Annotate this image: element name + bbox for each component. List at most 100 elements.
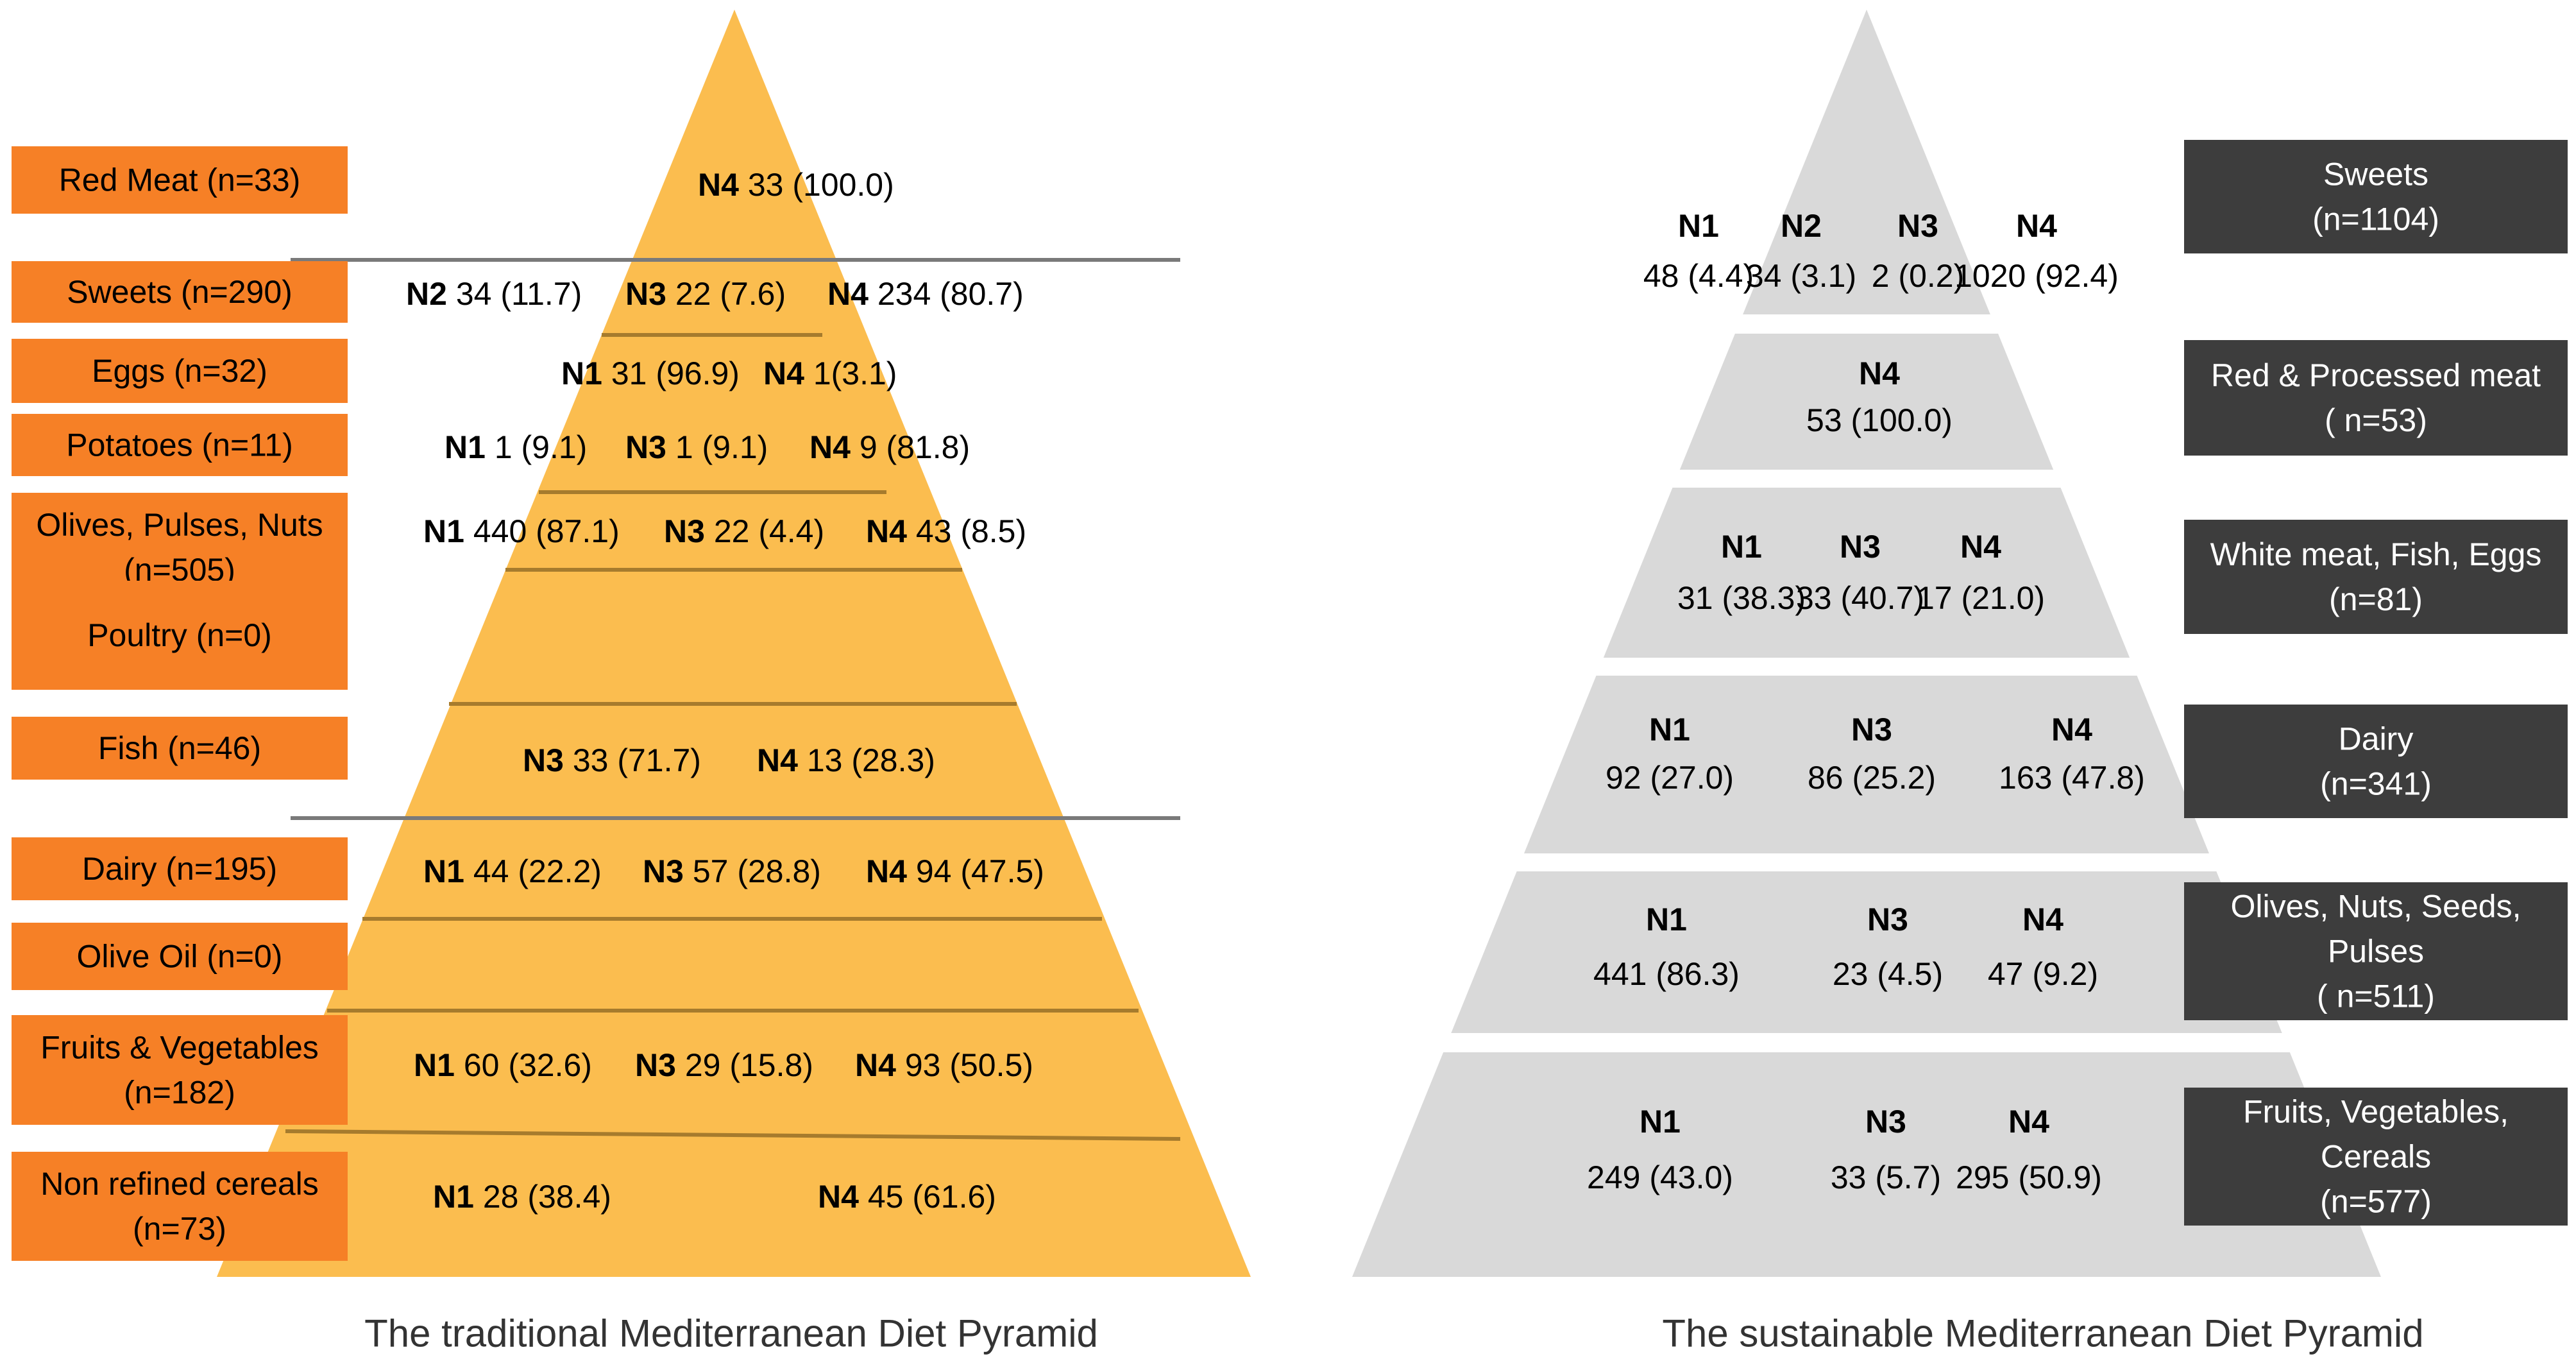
- traditional-label-line: Olive Oil (n=0): [77, 939, 283, 975]
- level-code: N1: [561, 355, 602, 391]
- sustainable-level-value: 249 (43.0): [1587, 1159, 1733, 1195]
- level-value: 45 (61.6): [868, 1179, 996, 1215]
- traditional-label-line: (n=73): [133, 1211, 226, 1247]
- level-code: N1: [445, 429, 486, 465]
- traditional-label-line: Poultry (n=0): [87, 617, 272, 653]
- sustainable-tier-shape: [1524, 676, 2209, 853]
- sustainable-tier: [2184, 882, 2568, 1020]
- traditional-entry: N4 93 (50.5): [855, 1047, 1033, 1083]
- sustainable-label-line: ( n=511): [2317, 979, 2435, 1014]
- sustainable-level-value: 1020 (92.4): [1954, 258, 2119, 294]
- traditional-entry: N1 44 (22.2): [423, 853, 602, 889]
- level-value: 94 (47.5): [916, 853, 1044, 889]
- sustainable-label-box: [2184, 520, 2568, 634]
- sustainable-tier: [2184, 140, 2568, 253]
- level-code: N4: [866, 513, 907, 549]
- traditional-label-line: Dairy (n=195): [82, 851, 277, 887]
- traditional-entry: N1 1 (9.1): [445, 429, 587, 465]
- traditional-label-line: Red Meat (n=33): [59, 162, 301, 198]
- traditional-entry: N4 43 (8.5): [866, 513, 1026, 549]
- level-code: N1: [433, 1179, 474, 1215]
- traditional-entry: N3 1 (9.1): [625, 429, 768, 465]
- sustainable-level-value: 23 (4.5): [1833, 956, 1943, 992]
- traditional-label-line: Olives, Pulses, Nuts: [36, 507, 323, 543]
- sustainable-label-line: ( n=53): [2325, 402, 2427, 438]
- level-code: N4: [763, 355, 804, 391]
- sustainable-level-value: 53 (100.0): [1806, 402, 1953, 438]
- level-code: N3: [523, 742, 564, 778]
- sustainable-tier-shape: [1743, 10, 1990, 314]
- sustainable-tier: [2184, 340, 2568, 456]
- traditional-entry: N3 33 (71.7): [523, 742, 701, 778]
- level-value: 33 (71.7): [573, 742, 701, 778]
- traditional-label-line: Sweets (n=290): [67, 274, 292, 310]
- traditional-entry: N1 440 (87.1): [423, 513, 620, 549]
- traditional-row: [12, 837, 348, 900]
- sustainable-level-code: N3: [1867, 902, 1908, 937]
- level-value: 28 (38.4): [483, 1179, 611, 1215]
- traditional-entry: N4 234 (80.7): [827, 276, 1024, 312]
- sustainable-level-value: 33 (5.7): [1831, 1159, 1941, 1195]
- traditional-label-line: Eggs (n=32): [92, 353, 267, 389]
- level-value: 9 (81.8): [860, 429, 970, 465]
- level-code: N3: [664, 513, 705, 549]
- level-code: N4: [866, 853, 907, 889]
- traditional-row: [12, 581, 348, 690]
- level-value: 22 (7.6): [675, 276, 786, 312]
- sustainable-label-line: (n=577): [2320, 1184, 2432, 1220]
- sustainable-label-line: Fruits, Vegetables,: [2243, 1094, 2509, 1130]
- sustainable-label-line: Dairy: [2339, 721, 2414, 757]
- level-value: 29 (15.8): [685, 1047, 813, 1083]
- sustainable-level-code: N4: [2008, 1104, 2049, 1140]
- traditional-label-box: [12, 837, 348, 900]
- traditional-entry: N4 13 (28.3): [757, 742, 935, 778]
- sustainable-label-box: [2184, 882, 2568, 1020]
- level-code: N3: [643, 853, 684, 889]
- traditional-label-box: [12, 1015, 348, 1125]
- sustainable-level-code: N1: [1640, 1104, 1681, 1140]
- sustainable-level-code: N1: [1721, 529, 1762, 565]
- sustainable-level-code: N3: [1897, 208, 1938, 244]
- sustainable-label-line: (n=341): [2320, 766, 2432, 802]
- level-code: N4: [818, 1179, 859, 1215]
- traditional-label-box: [12, 414, 348, 476]
- level-code: N3: [625, 429, 666, 465]
- level-value: 93 (50.5): [905, 1047, 1033, 1083]
- sustainable-label-line: (n=1104): [2312, 201, 2439, 237]
- sustainable-tier: [2184, 520, 2568, 634]
- level-code: N1: [414, 1047, 455, 1083]
- level-value: 1 (9.1): [495, 429, 588, 465]
- level-code: N3: [635, 1047, 676, 1083]
- traditional-label-box: [12, 923, 348, 990]
- sustainable-pyramid-title: The sustainable Mediterranean Diet Pyram…: [1662, 1312, 2423, 1355]
- sustainable-tier-shape: [1603, 488, 2130, 658]
- sustainable-label-line: Pulses: [2328, 934, 2424, 970]
- sustainable-label-box: [2184, 140, 2568, 253]
- traditional-entry: N4 45 (61.6): [818, 1179, 996, 1215]
- level-value: 60 (32.6): [464, 1047, 592, 1083]
- level-code: N4: [809, 429, 851, 465]
- traditional-label-line: Fruits & Vegetables: [40, 1030, 319, 1066]
- traditional-entry: N1 28 (38.4): [433, 1179, 611, 1215]
- traditional-entry: N2 34 (11.7): [406, 276, 582, 312]
- level-value: 13 (28.3): [807, 742, 935, 778]
- level-value: 31 (96.9): [611, 355, 740, 391]
- sustainable-level-value: 48 (4.4): [1643, 258, 1754, 294]
- traditional-entry: N4 1(3.1): [763, 355, 897, 391]
- level-value: 22 (4.4): [714, 513, 824, 549]
- level-code: N1: [423, 853, 464, 889]
- traditional-pyramid-shape: [217, 10, 1251, 1277]
- traditional-label-line: Potatoes (n=11): [66, 427, 292, 463]
- traditional-entry: N3 22 (4.4): [664, 513, 824, 549]
- sustainable-level-value: 31 (38.3): [1677, 580, 1806, 616]
- level-code: N4: [827, 276, 869, 312]
- sustainable-level-code: N4: [1960, 529, 2001, 565]
- sustainable-label-line: Olives, Nuts, Seeds,: [2231, 889, 2521, 925]
- sustainable-level-code: N1: [1678, 208, 1719, 244]
- sustainable-label-line: White meat, Fish, Eggs: [2210, 536, 2542, 572]
- traditional-label-box: [12, 1152, 348, 1261]
- sustainable-label-line: Sweets: [2323, 157, 2428, 192]
- traditional-pyramid-title: The traditional Mediterranean Diet Pyram…: [364, 1312, 1098, 1355]
- traditional-row: [12, 146, 348, 214]
